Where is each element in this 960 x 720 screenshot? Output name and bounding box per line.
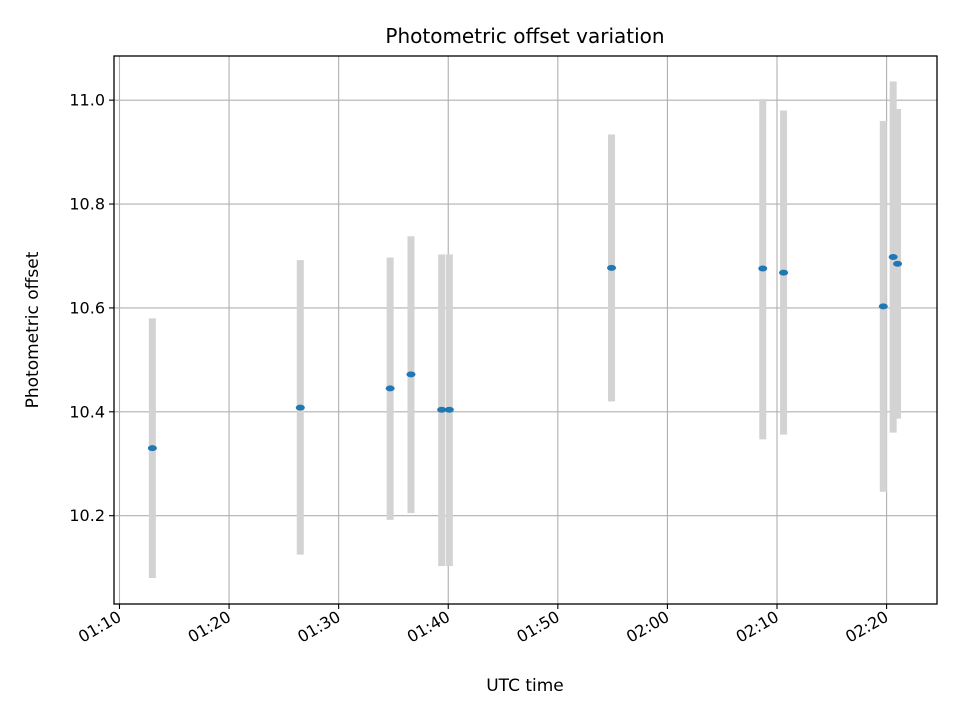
data-points (147, 254, 903, 452)
data-point (406, 371, 416, 378)
data-point (437, 406, 447, 413)
data-point (758, 265, 768, 272)
data-point (444, 406, 454, 413)
gridlines (114, 56, 937, 604)
y-tick-label: 10.8 (69, 195, 105, 214)
data-point (878, 303, 888, 310)
y-tick-label: 10.4 (69, 402, 105, 421)
y-tick-label: 10.6 (69, 298, 105, 317)
y-tick-label: 11.0 (69, 91, 105, 110)
data-point (147, 445, 157, 452)
y-tick-label: 10.2 (69, 506, 105, 525)
data-point (779, 269, 789, 276)
data-point (893, 260, 903, 267)
y-axis-title: Photometric offset (23, 251, 43, 408)
x-axis-title: UTC time (486, 676, 564, 696)
plot-frame (113, 55, 938, 605)
data-point (607, 264, 617, 271)
chart-title: Photometric offset variation (385, 24, 664, 48)
data-point (295, 404, 305, 411)
data-point (385, 385, 395, 392)
data-point (888, 254, 898, 261)
